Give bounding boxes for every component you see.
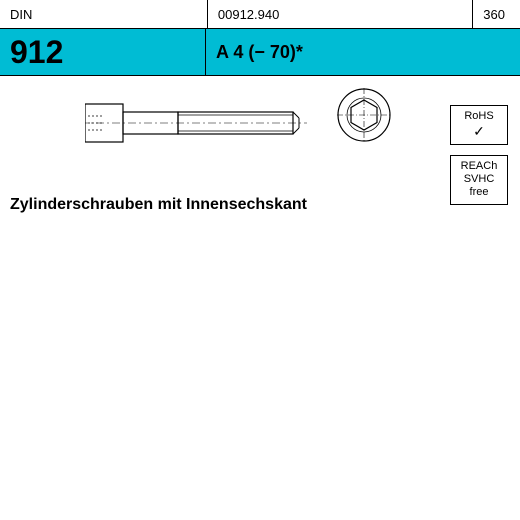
header-standard: DIN xyxy=(0,0,208,28)
header-row: DIN 00912.940 360 xyxy=(0,0,520,29)
din-number: 912 xyxy=(0,29,206,75)
reach-line1: REACh xyxy=(453,160,505,173)
product-description: Zylinderschrauben mit Innensechskant xyxy=(0,191,520,214)
screw-end-icon xyxy=(335,86,393,144)
header-right: 360 xyxy=(473,0,520,28)
reach-line3: free xyxy=(453,186,505,199)
material-spec: A 4 (− 70)* xyxy=(206,29,520,75)
screw-side-icon xyxy=(85,96,315,151)
check-icon: ✓ xyxy=(453,123,505,140)
reach-badge: REACh SVHC free xyxy=(450,155,508,205)
cyan-row: 912 A 4 (− 70)* xyxy=(0,29,520,76)
rohs-text: RoHS xyxy=(453,110,505,123)
rohs-badge: RoHS ✓ xyxy=(450,105,508,145)
diagram-area xyxy=(0,76,520,191)
reach-line2: SVHC xyxy=(453,173,505,186)
header-code: 00912.940 xyxy=(208,0,473,28)
